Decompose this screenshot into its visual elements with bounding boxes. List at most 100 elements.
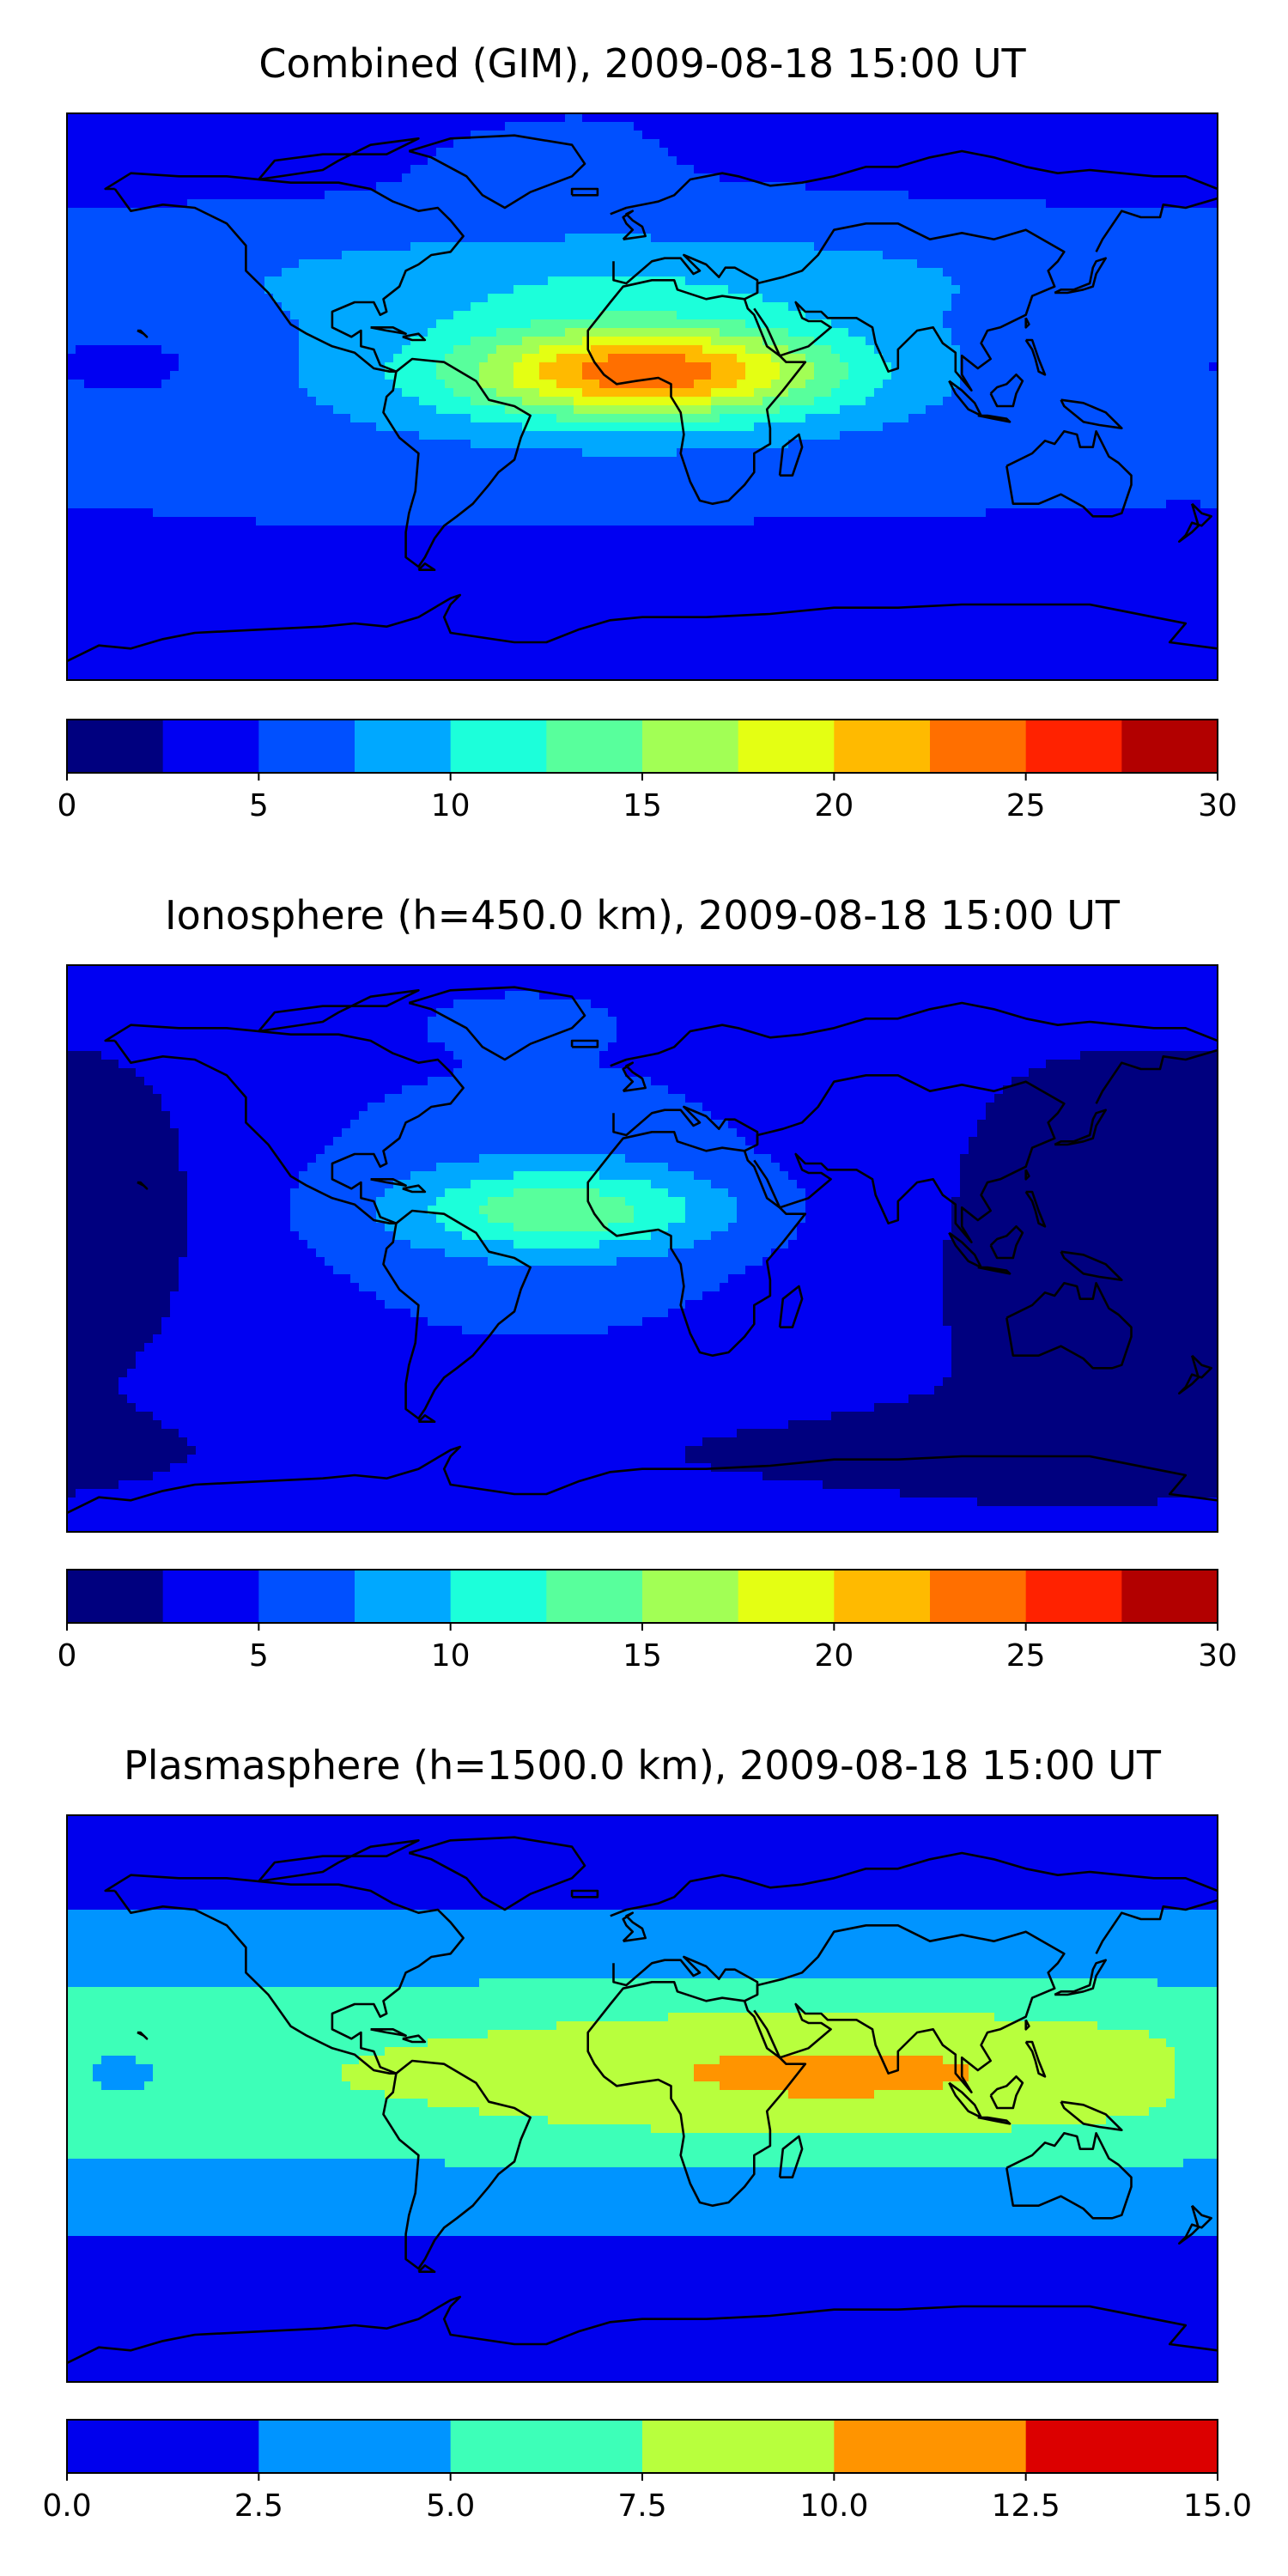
colorbar-tick-label: 2.5	[234, 2488, 283, 2524]
contour-cell	[694, 2073, 969, 2082]
contour-cell	[290, 1197, 377, 1206]
contour-cell	[702, 345, 746, 355]
contour-cell	[342, 251, 884, 260]
contour-cell	[840, 380, 884, 389]
contour-cell	[67, 1120, 171, 1129]
contour-cell	[67, 1394, 128, 1404]
contour-cell	[1149, 2030, 1218, 2039]
contour-cell	[376, 1197, 437, 1206]
contour-cell	[368, 1103, 703, 1112]
coastline	[1024, 2019, 1030, 2031]
colorbar-segment	[67, 2420, 259, 2473]
contour-cell	[840, 354, 884, 363]
contour-cell	[67, 2193, 1218, 2202]
colorbar	[67, 1570, 1218, 1623]
coastline	[104, 172, 465, 374]
contour-cell	[943, 1309, 1218, 1318]
contour-cell	[359, 2056, 720, 2065]
contour-cell	[67, 113, 566, 123]
contour-cell	[943, 1283, 1218, 1292]
contour-cell	[1097, 2021, 1218, 2031]
contour-cell	[539, 388, 583, 398]
contour-cell	[788, 345, 832, 355]
contour-cell	[290, 1214, 377, 1224]
contour-cell	[153, 1334, 952, 1344]
contour-cell	[471, 337, 523, 346]
colorbar-segment	[546, 1570, 643, 1623]
contour-cell	[720, 328, 789, 337]
contour-cell	[711, 362, 746, 372]
colorbar-segment	[834, 1570, 931, 1623]
contour-cell	[170, 1300, 386, 1309]
coastlines	[67, 986, 1218, 1515]
contour-cell	[67, 1343, 145, 1352]
coastline	[1060, 1250, 1123, 1282]
contour-cell	[67, 1455, 188, 1464]
contour-cell	[531, 319, 746, 329]
contour-cell	[445, 1223, 514, 1232]
contour-cell	[969, 1137, 1218, 1146]
contour-cell	[908, 191, 1218, 200]
contour-cell	[1175, 2073, 1218, 2082]
contour-cell	[67, 1815, 1218, 1825]
contour-cell	[67, 1163, 179, 1172]
contour-cell	[866, 337, 952, 346]
coastline	[570, 187, 599, 197]
contour-cell	[67, 1283, 179, 1292]
contour-cell	[883, 422, 1218, 432]
contour-cell	[668, 1085, 1004, 1095]
contour-cell	[582, 113, 1218, 123]
contour-cell	[1166, 2099, 1218, 2108]
contour-cell	[943, 1274, 1218, 1284]
contour-cell	[453, 388, 497, 398]
contour-cell	[788, 388, 832, 398]
contour-cell	[67, 440, 471, 449]
contour-cell	[805, 311, 944, 320]
contour-cell	[848, 371, 892, 380]
contour-cell	[908, 414, 1218, 423]
contour-cell	[625, 1154, 772, 1163]
contour-cell	[539, 991, 1218, 1000]
contour-cell	[299, 259, 918, 269]
contour-cell	[814, 242, 1218, 252]
contour-cell	[737, 1214, 806, 1224]
contour-cell	[556, 414, 720, 423]
contour-cell	[428, 1077, 652, 1086]
coastline	[402, 332, 427, 342]
colorbar-tick-label: 25	[1006, 788, 1046, 823]
contour-cell	[436, 1163, 669, 1172]
contour-cell	[67, 654, 1218, 664]
contour-cell	[67, 543, 1218, 552]
contour-cell	[762, 1472, 1218, 1481]
contour-cell	[67, 1472, 154, 1481]
contour-cell	[67, 1377, 119, 1387]
colorbar-tick-label: 7.5	[617, 2488, 666, 2524]
colorbar-tick-label: 12.5	[992, 2488, 1060, 2524]
contour-cell	[376, 422, 523, 432]
contour-cell	[574, 405, 712, 415]
contour-cell	[556, 380, 600, 389]
contour-cell	[170, 1309, 411, 1318]
contour-cell	[350, 1120, 729, 1129]
contour-map	[67, 113, 1218, 680]
coastline	[1054, 1959, 1107, 1996]
contour-cell	[67, 965, 1218, 975]
contour-cell	[960, 1163, 1218, 1172]
contour-cell	[513, 380, 557, 389]
contour-cell	[797, 1231, 952, 1241]
contour-cell	[479, 371, 514, 380]
contour-cell	[814, 397, 866, 406]
colorbar-segment	[162, 1570, 259, 1623]
contour-cell	[299, 328, 428, 337]
contour-cell	[668, 1188, 729, 1198]
contour-cell	[161, 1326, 463, 1335]
contour-cell	[488, 294, 763, 303]
contour-cell	[436, 148, 669, 157]
contour-cell	[67, 362, 179, 372]
contour-cell	[445, 2159, 1184, 2168]
contour-cell	[256, 517, 755, 526]
contour-cell	[591, 345, 703, 355]
contour-cell	[67, 2365, 1218, 2374]
contour-cell	[67, 1515, 1218, 1524]
contour-cell	[651, 1180, 712, 1189]
